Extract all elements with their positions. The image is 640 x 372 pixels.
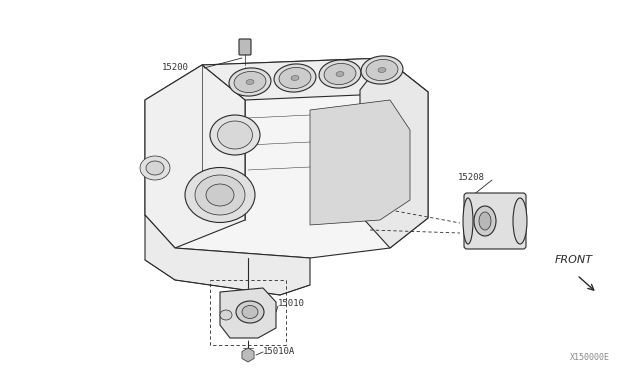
Ellipse shape — [210, 115, 260, 155]
Polygon shape — [310, 100, 410, 225]
Ellipse shape — [513, 198, 527, 244]
Ellipse shape — [291, 76, 299, 80]
FancyBboxPatch shape — [239, 39, 251, 55]
Ellipse shape — [474, 206, 496, 236]
Ellipse shape — [463, 198, 473, 244]
Ellipse shape — [274, 64, 316, 92]
Polygon shape — [220, 288, 276, 338]
Ellipse shape — [378, 67, 386, 73]
Ellipse shape — [195, 175, 245, 215]
Ellipse shape — [279, 67, 311, 89]
Polygon shape — [145, 58, 428, 258]
Ellipse shape — [246, 80, 254, 84]
Polygon shape — [145, 215, 310, 295]
Text: X150000E: X150000E — [570, 353, 610, 362]
FancyBboxPatch shape — [464, 193, 526, 249]
Ellipse shape — [336, 71, 344, 77]
Ellipse shape — [236, 301, 264, 323]
Ellipse shape — [229, 68, 271, 96]
Ellipse shape — [185, 167, 255, 222]
Ellipse shape — [324, 64, 356, 84]
Ellipse shape — [242, 305, 258, 318]
Ellipse shape — [220, 310, 232, 320]
Ellipse shape — [146, 161, 164, 175]
Text: 15010A: 15010A — [263, 347, 295, 356]
Polygon shape — [360, 58, 428, 248]
Polygon shape — [202, 58, 428, 100]
Ellipse shape — [479, 212, 491, 230]
Text: 15208: 15208 — [458, 173, 485, 183]
Ellipse shape — [366, 60, 398, 81]
Ellipse shape — [206, 184, 234, 206]
Ellipse shape — [234, 71, 266, 93]
Text: 15200: 15200 — [162, 64, 189, 73]
Text: FRONT: FRONT — [555, 255, 593, 265]
Ellipse shape — [319, 60, 361, 88]
Text: 15010: 15010 — [278, 298, 305, 308]
Ellipse shape — [140, 156, 170, 180]
Polygon shape — [145, 65, 245, 248]
Ellipse shape — [218, 121, 253, 149]
Ellipse shape — [361, 56, 403, 84]
